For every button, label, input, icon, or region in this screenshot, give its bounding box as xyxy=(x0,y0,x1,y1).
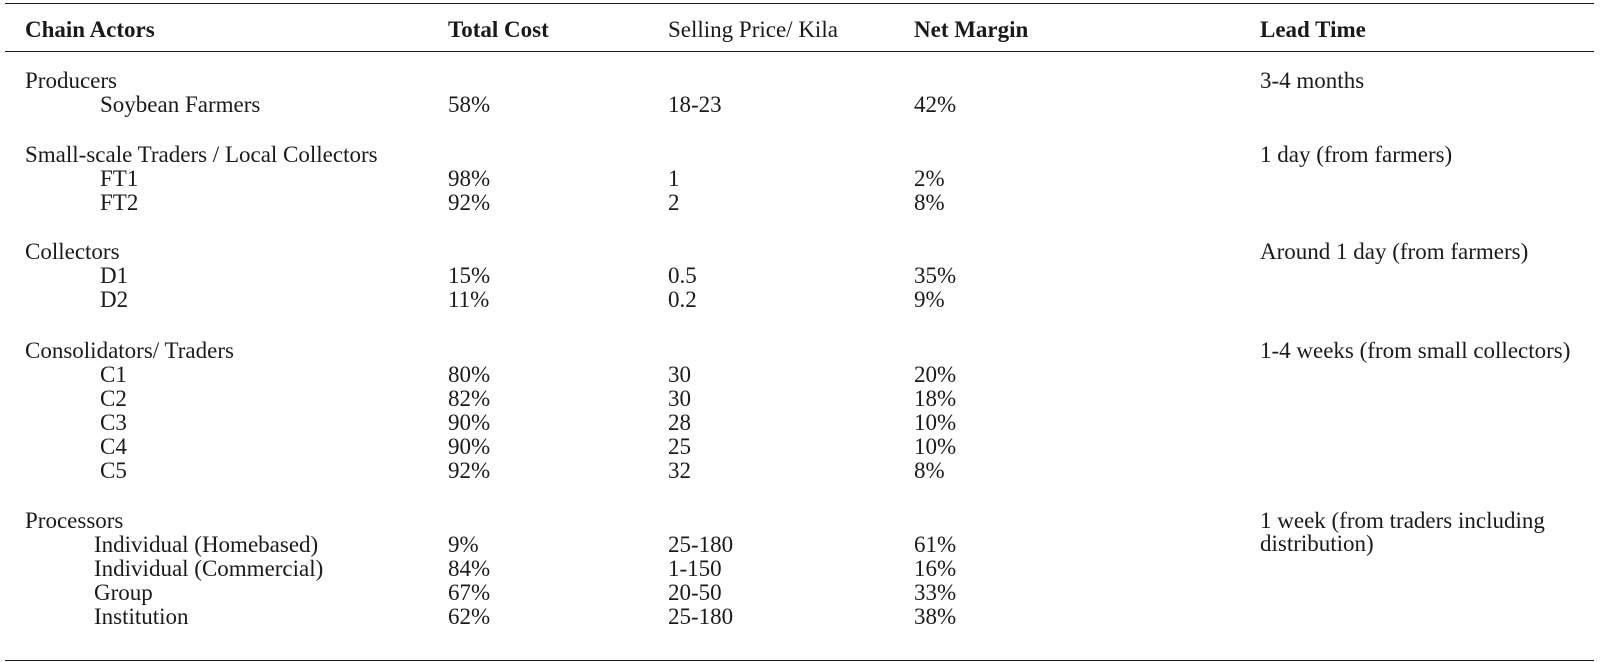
row-selling-price: 1 xyxy=(668,166,680,191)
row-net-margin: 42% xyxy=(914,92,957,117)
row-net-margin: 8% xyxy=(914,190,945,215)
row-net-margin: 10% xyxy=(914,410,957,435)
row-total-cost: 80% xyxy=(448,362,491,387)
row-actor: D1 xyxy=(100,263,129,288)
header-chain-actors: Chain Actors xyxy=(25,17,155,42)
group-label-producers: Producers xyxy=(25,68,117,93)
row-total-cost: 62% xyxy=(448,604,491,629)
lead-time-consolidators: 1-4 weeks (from small collectors) xyxy=(1260,338,1571,363)
header-net-margin: Net Margin xyxy=(914,17,1029,42)
row-actor: Group xyxy=(94,580,153,605)
row-total-cost: 82% xyxy=(448,386,491,411)
row-actor: C4 xyxy=(100,434,127,459)
row-net-margin: 38% xyxy=(914,604,957,629)
row-total-cost: 9% xyxy=(448,532,479,557)
row-actor: C5 xyxy=(100,458,127,483)
row-actor: Individual (Commercial) xyxy=(94,556,324,581)
row-actor: Individual (Homebased) xyxy=(94,532,319,557)
table-bottom-rule xyxy=(5,660,1594,661)
row-actor: FT2 xyxy=(100,190,139,215)
header-total-cost: Total Cost xyxy=(448,17,549,42)
lead-time-producers: 3-4 months xyxy=(1260,68,1365,93)
row-selling-price: 32 xyxy=(668,458,691,483)
row-actor: Institution xyxy=(94,604,189,629)
row-total-cost: 84% xyxy=(448,556,491,581)
row-actor: C1 xyxy=(100,362,127,387)
group-label-collectors: Collectors xyxy=(25,239,120,264)
row-selling-price: 0.2 xyxy=(668,287,697,312)
row-selling-price: 30 xyxy=(668,362,691,387)
row-selling-price: 25-180 xyxy=(668,604,734,629)
row-selling-price: 25-180 xyxy=(668,532,734,557)
row-net-margin: 18% xyxy=(914,386,957,411)
lead-time-collectors: Around 1 day (from farmers) xyxy=(1260,239,1529,264)
lead-time-processors: 1 week (from traders including distribut… xyxy=(1260,508,1545,556)
row-total-cost: 98% xyxy=(448,166,491,191)
row-net-margin: 35% xyxy=(914,263,957,288)
row-actor: FT1 xyxy=(100,166,139,191)
row-selling-price: 1-150 xyxy=(668,556,722,581)
row-total-cost: 58% xyxy=(448,92,491,117)
row-actor: C3 xyxy=(100,410,127,435)
row-total-cost: 90% xyxy=(448,410,491,435)
row-selling-price: 25 xyxy=(668,434,691,459)
row-actor: D2 xyxy=(100,287,129,312)
table-header-rule xyxy=(5,51,1594,52)
row-total-cost: 67% xyxy=(448,580,491,605)
header-selling-price: Selling Price/ Kila xyxy=(668,17,838,42)
row-net-margin: 20% xyxy=(914,362,957,387)
table-top-rule xyxy=(5,3,1594,4)
row-total-cost: 90% xyxy=(448,434,491,459)
row-total-cost: 11% xyxy=(448,287,490,312)
row-selling-price: 2 xyxy=(668,190,680,215)
row-actor: Soybean Farmers xyxy=(100,92,261,117)
row-selling-price: 28 xyxy=(668,410,691,435)
row-net-margin: 10% xyxy=(914,434,957,459)
row-selling-price: 0.5 xyxy=(668,263,697,288)
group-label-consolidators: Consolidators/ Traders xyxy=(25,338,234,363)
row-total-cost: 92% xyxy=(448,190,491,215)
row-selling-price: 18-23 xyxy=(668,92,722,117)
row-total-cost: 15% xyxy=(448,263,491,288)
group-label-small-scale-traders: Small-scale Traders / Local Collectors xyxy=(25,142,378,167)
row-net-margin: 8% xyxy=(914,458,945,483)
row-net-margin: 2% xyxy=(914,166,945,191)
row-net-margin: 16% xyxy=(914,556,957,581)
group-label-processors: Processors xyxy=(25,508,124,533)
row-selling-price: 30 xyxy=(668,386,691,411)
row-net-margin: 61% xyxy=(914,532,957,557)
lead-time-small-scale-traders: 1 day (from farmers) xyxy=(1260,142,1453,167)
row-net-margin: 33% xyxy=(914,580,957,605)
row-actor: C2 xyxy=(100,386,127,411)
row-net-margin: 9% xyxy=(914,287,945,312)
row-total-cost: 92% xyxy=(448,458,491,483)
row-selling-price: 20-50 xyxy=(668,580,722,605)
header-lead-time: Lead Time xyxy=(1260,17,1366,42)
